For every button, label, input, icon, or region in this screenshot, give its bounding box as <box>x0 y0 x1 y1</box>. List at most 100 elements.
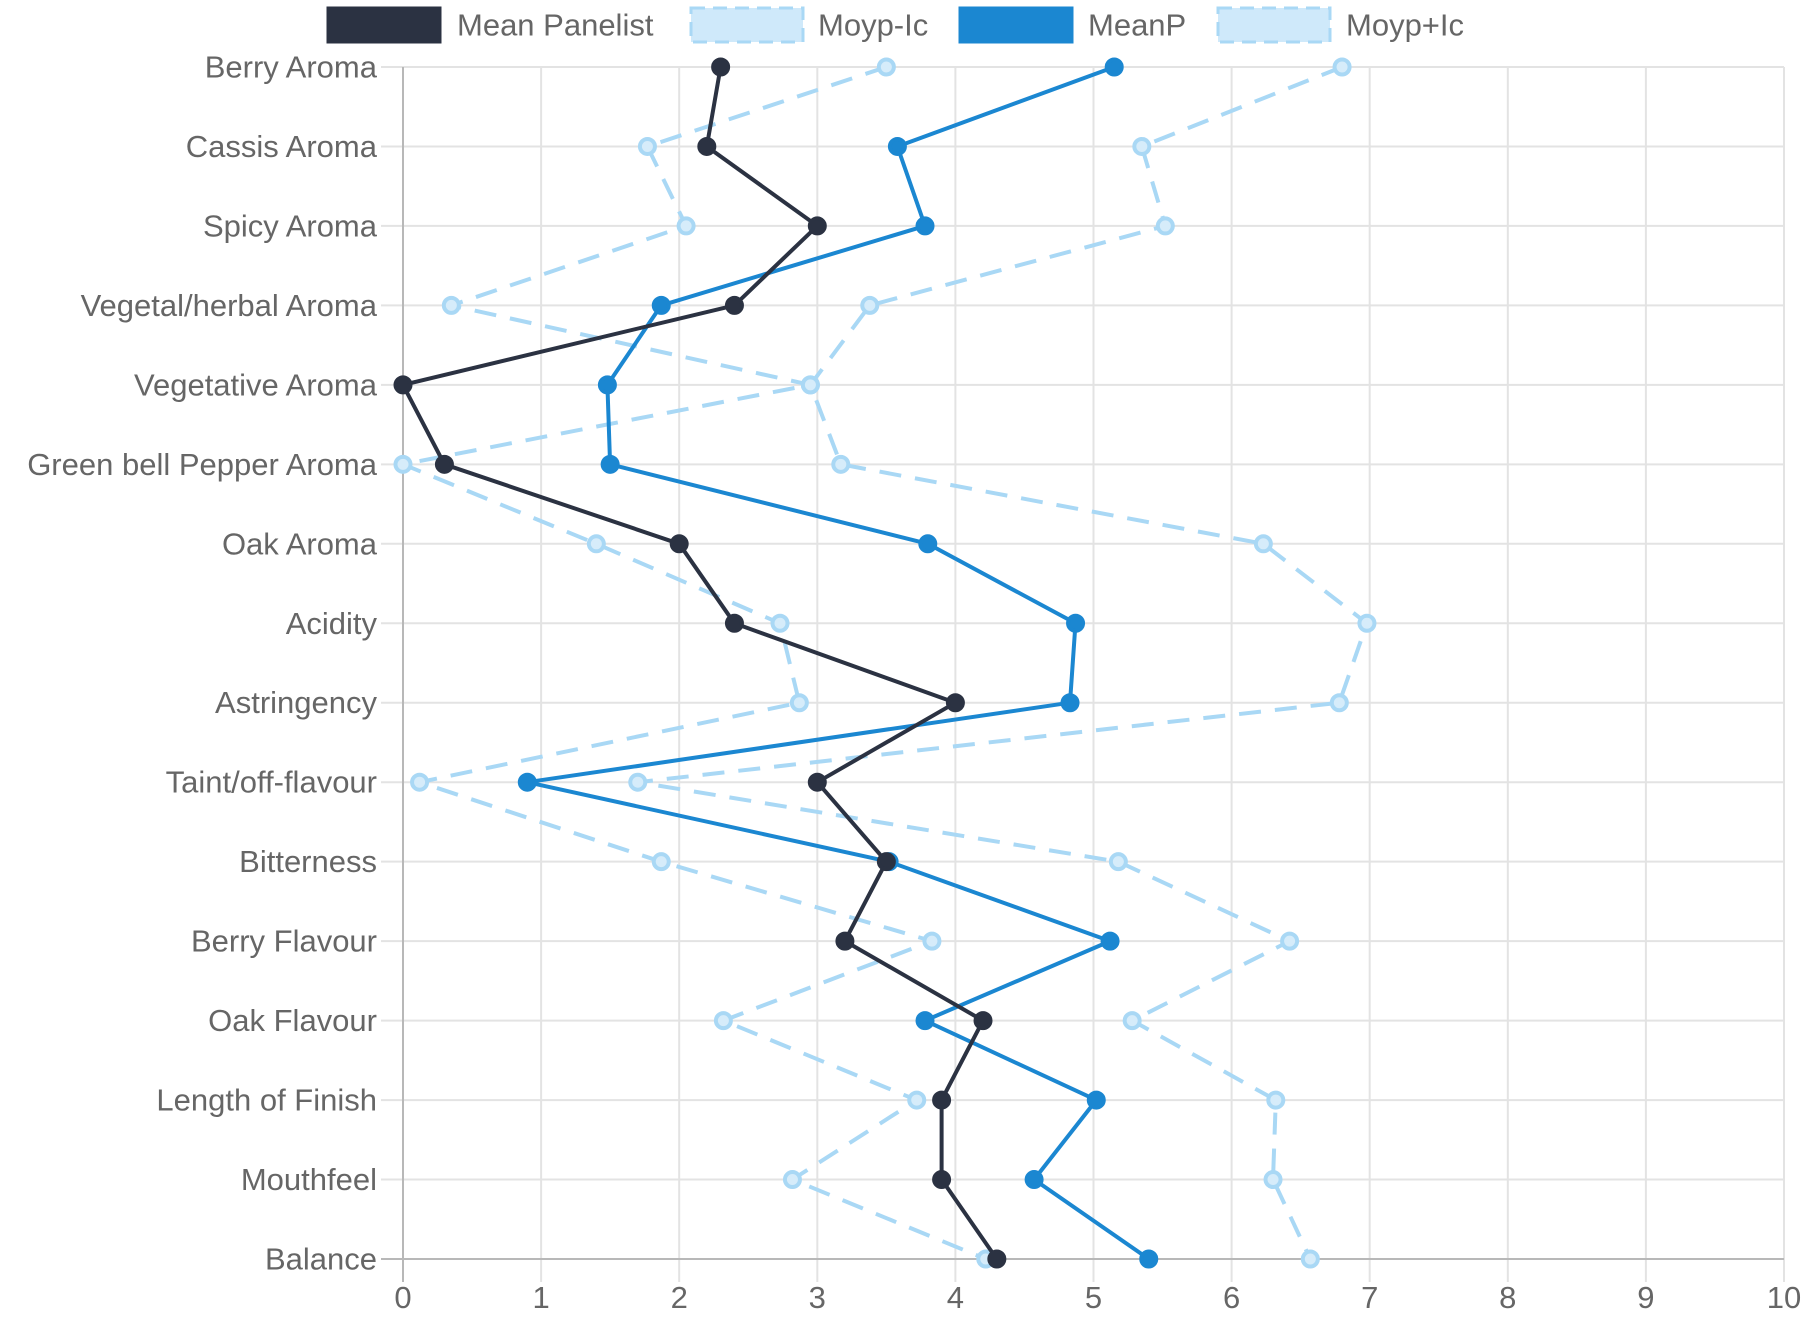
data-point[interactable] <box>835 931 855 951</box>
data-point[interactable] <box>393 375 413 395</box>
data-point[interactable] <box>651 295 671 315</box>
x-tick-label: 10 <box>1767 1280 1801 1315</box>
category-label: Acidity <box>286 606 378 641</box>
data-point[interactable] <box>1300 1249 1320 1269</box>
data-point[interactable] <box>1100 931 1120 951</box>
legend-swatch <box>689 6 805 44</box>
series-moyp-ic <box>393 57 996 1269</box>
data-point[interactable] <box>1086 1090 1106 1110</box>
data-point[interactable] <box>876 852 896 872</box>
data-point[interactable] <box>586 534 606 554</box>
legend-label: Moyp-Ic <box>818 8 928 43</box>
legend-item[interactable]: MeanP <box>958 6 1186 44</box>
axis-layer: Berry Aroma Cassis Aroma Spicy Aroma Vegeta… <box>27 50 1801 1316</box>
data-point[interactable] <box>860 295 880 315</box>
data-point[interactable] <box>800 375 820 395</box>
data-point[interactable] <box>434 454 454 474</box>
series-layer <box>393 57 1377 1269</box>
category-label: Spicy Aroma <box>203 208 378 243</box>
data-point[interactable] <box>651 852 671 872</box>
data-point[interactable] <box>1024 1170 1044 1190</box>
data-point[interactable] <box>393 454 413 474</box>
data-point[interactable] <box>831 454 851 474</box>
data-point[interactable] <box>1108 852 1128 872</box>
data-point[interactable] <box>915 216 935 236</box>
data-point[interactable] <box>628 772 648 792</box>
data-point[interactable] <box>1132 136 1152 156</box>
data-point[interactable] <box>876 57 896 77</box>
data-point[interactable] <box>973 1011 993 1031</box>
data-point[interactable] <box>517 772 537 792</box>
data-point[interactable] <box>789 693 809 713</box>
series-mean-panelist <box>393 57 1007 1269</box>
x-tick-label: 4 <box>947 1280 964 1315</box>
data-point[interactable] <box>1139 1249 1159 1269</box>
data-point[interactable] <box>676 216 696 236</box>
data-point[interactable] <box>807 216 827 236</box>
x-tick-label: 5 <box>1085 1280 1102 1315</box>
data-point[interactable] <box>697 136 717 156</box>
category-label: Oak Aroma <box>222 526 378 561</box>
data-point[interactable] <box>907 1090 927 1110</box>
data-point[interactable] <box>918 534 938 554</box>
legend-swatch <box>326 6 442 44</box>
data-point[interactable] <box>410 772 430 792</box>
category-label: Berry Aroma <box>205 50 378 85</box>
data-point[interactable] <box>915 1011 935 1031</box>
data-point[interactable] <box>597 375 617 395</box>
category-label: Astringency <box>215 685 377 720</box>
data-point[interactable] <box>1104 57 1124 77</box>
legend-item[interactable]: Moyp-Ic <box>689 6 928 44</box>
data-point[interactable] <box>1122 1011 1142 1031</box>
grid-layer <box>381 66 1785 1282</box>
data-point[interactable] <box>1066 613 1086 633</box>
data-point[interactable] <box>922 931 942 951</box>
category-label: Green bell Pepper Aroma <box>27 447 378 482</box>
data-point[interactable] <box>932 1170 952 1190</box>
category-label: Balance <box>265 1242 377 1277</box>
data-point[interactable] <box>637 136 657 156</box>
data-point[interactable] <box>887 136 907 156</box>
data-point[interactable] <box>1253 534 1273 554</box>
x-tick-label: 2 <box>671 1280 688 1315</box>
legend-swatch <box>1216 6 1332 44</box>
data-point[interactable] <box>782 1170 802 1190</box>
category-label: Oak Flavour <box>208 1003 377 1038</box>
data-point[interactable] <box>669 534 689 554</box>
data-point[interactable] <box>711 57 731 77</box>
x-tick-label: 3 <box>809 1280 826 1315</box>
legend-item[interactable]: Moyp+Ic <box>1216 6 1464 44</box>
x-tick-label: 9 <box>1637 1280 1654 1315</box>
data-point[interactable] <box>1329 693 1349 713</box>
series-line <box>525 65 1150 1261</box>
x-tick-label: 7 <box>1361 1280 1378 1315</box>
data-point[interactable] <box>807 772 827 792</box>
data-point[interactable] <box>1263 1170 1283 1190</box>
data-point[interactable] <box>724 613 744 633</box>
data-point[interactable] <box>1060 693 1080 713</box>
data-point[interactable] <box>932 1090 952 1110</box>
legend[interactable]: Mean Panelist Moyp-Ic MeanP Moyp+Ic <box>326 6 1464 44</box>
category-label: Bitterness <box>239 844 377 879</box>
data-point[interactable] <box>724 295 744 315</box>
data-point[interactable] <box>1155 216 1175 236</box>
data-point[interactable] <box>441 295 461 315</box>
legend-swatch <box>958 6 1074 44</box>
data-point[interactable] <box>600 454 620 474</box>
category-label: Mouthfeel <box>241 1162 377 1197</box>
x-tick-label: 6 <box>1223 1280 1240 1315</box>
series-line <box>635 65 1369 1260</box>
x-tick-label: 0 <box>394 1280 411 1315</box>
category-label: Length of Finish <box>156 1083 377 1118</box>
data-point[interactable] <box>987 1249 1007 1269</box>
data-point[interactable] <box>1280 931 1300 951</box>
data-point[interactable] <box>1332 57 1352 77</box>
data-point[interactable] <box>1266 1090 1286 1110</box>
category-label: Taint/off-flavour <box>166 765 377 800</box>
legend-item[interactable]: Mean Panelist <box>326 6 654 44</box>
data-point[interactable] <box>770 613 790 633</box>
data-point[interactable] <box>1357 613 1377 633</box>
data-point[interactable] <box>945 693 965 713</box>
data-point[interactable] <box>713 1011 733 1031</box>
